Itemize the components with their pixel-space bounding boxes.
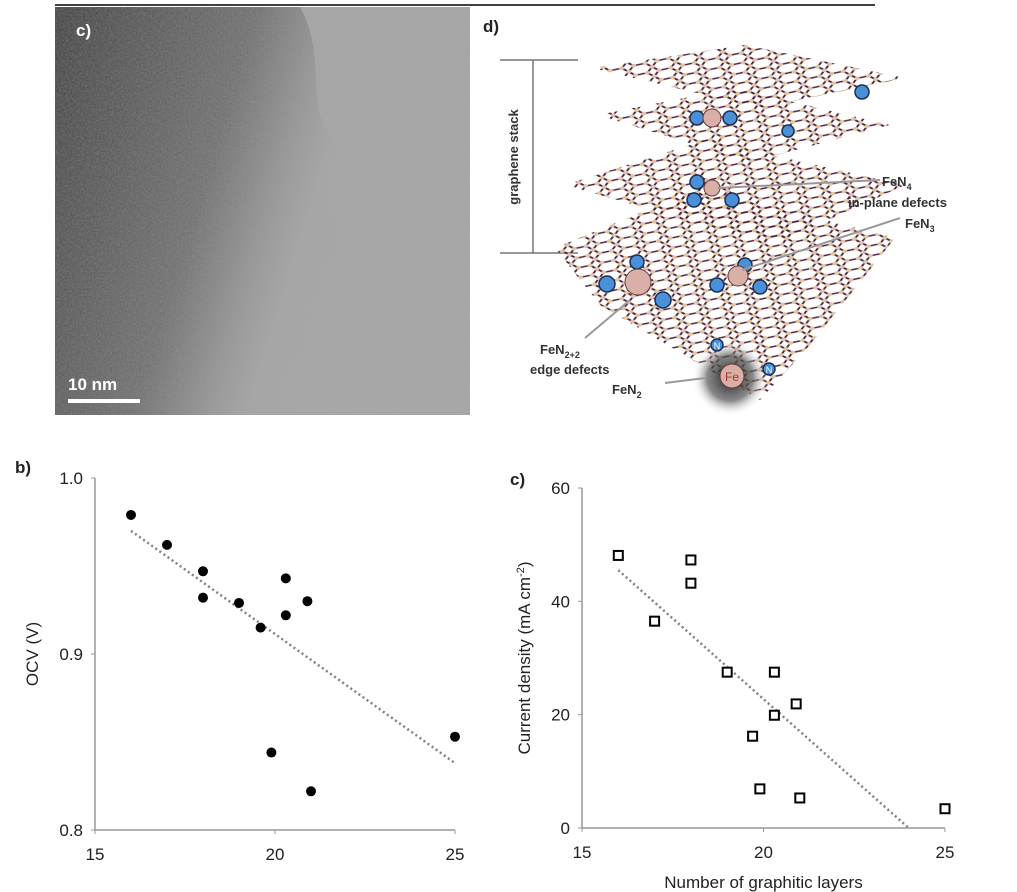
x-axis-label: Number of graphitic layers (664, 873, 862, 892)
label-base: FeN (905, 216, 930, 231)
fen2-label: FeN2 (612, 382, 642, 400)
point (450, 732, 460, 742)
trendline (131, 531, 455, 763)
panel-label: b) (15, 458, 31, 477)
y-tick-label: 40 (551, 592, 570, 611)
in-plane-label: in-plane defects (848, 195, 947, 210)
point (770, 711, 779, 720)
point (302, 596, 312, 606)
point (723, 668, 732, 677)
label-base: FeN (882, 174, 907, 189)
point (234, 598, 244, 608)
label-base: FeN (540, 342, 565, 357)
point (198, 566, 208, 576)
point (126, 510, 136, 520)
scale-bar-label: 10 nm (68, 375, 117, 394)
point (941, 804, 950, 813)
x-tick-label: 20 (754, 843, 773, 862)
x-tick-label: 25 (446, 845, 465, 864)
x-tick-label: 15 (86, 845, 105, 864)
y-tick-label: 0 (561, 819, 570, 838)
y-tick-label: 1.0 (59, 469, 83, 488)
label-sub: 3 (930, 224, 935, 234)
y-tick-label: 60 (551, 479, 570, 498)
point (650, 617, 659, 626)
fen22-label: FeN2+2 (540, 342, 580, 360)
point (795, 793, 804, 802)
y-tick-label: 0.9 (59, 645, 83, 664)
point (198, 593, 208, 603)
graphene-diagram: d) graphene stack Fe N N FeN4 in-plane d… (483, 17, 947, 416)
fe-label: Fe (725, 370, 739, 384)
n-label: N (766, 365, 773, 375)
figure: c) 10 nm d) graphene stack Fe N N (0, 0, 1017, 892)
n-label: N (714, 341, 721, 351)
label-sub: 2+2 (565, 350, 580, 360)
point (281, 610, 291, 620)
point (614, 551, 623, 560)
point (770, 668, 779, 677)
y-tick-label: 0.8 (59, 821, 83, 840)
panel-label: d) (483, 17, 499, 36)
panel-label: c) (76, 21, 91, 40)
x-tick-label: 20 (266, 845, 285, 864)
tem-image: c) 10 nm (55, 7, 470, 415)
point (256, 623, 266, 633)
y-axis-label-part: -2 (515, 567, 527, 577)
x-tick-label: 15 (573, 843, 592, 862)
y-axis-label-part: ) (515, 561, 534, 567)
tem-noise (55, 7, 470, 415)
point (792, 699, 801, 708)
x-tick-label: 25 (936, 843, 955, 862)
point (281, 573, 291, 583)
point (266, 748, 276, 758)
y-tick-label: 20 (551, 706, 570, 725)
fen3-label: FeN3 (905, 216, 935, 234)
point (748, 732, 757, 741)
point (686, 555, 695, 564)
y-axis-label-part: Current density (mA cm (515, 577, 534, 755)
label-sub: 4 (907, 182, 912, 192)
edge-label: edge defects (530, 362, 609, 377)
panel-label: c) (510, 470, 525, 489)
stack-label: graphene stack (506, 109, 521, 205)
label-sub: 2 (637, 390, 642, 400)
y-axis-label: Current density (mA cm-2) (515, 561, 534, 754)
point (162, 540, 172, 550)
point (306, 786, 316, 796)
y-axis-label: OCV (V) (23, 622, 42, 686)
point (755, 784, 764, 793)
label-base: FeN (612, 382, 637, 397)
point (686, 579, 695, 588)
